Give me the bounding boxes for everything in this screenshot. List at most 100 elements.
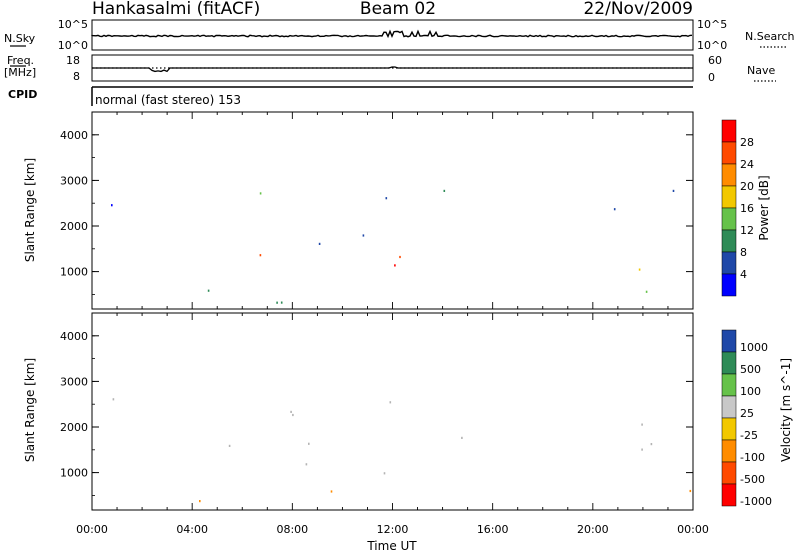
colorbar-tick-label: 20 [740,180,754,193]
y-tick-label: 1000 [60,266,88,279]
nsearch-label: N.Search [745,30,795,43]
y-tick-label: 1000 [60,467,88,480]
x-tick-label: 00:00 [76,523,108,536]
colorbar-tick-label: -1000 [740,495,772,508]
colorbar-segment [721,373,737,397]
x-tick-label: 12:00 [377,523,409,536]
freq-right-top-tick: 60 [708,54,722,67]
y-tick-label: 2000 [60,220,88,233]
scatter-cell [443,189,446,192]
scatter-cell [280,301,283,304]
colorbar-segment [721,417,737,441]
freq-top-tick: 18 [66,54,80,67]
scatter-cell [641,423,643,426]
colorbar-segment [721,141,737,165]
nsky-right-bottom-tick: 10^0 [697,39,727,52]
colorbar-segment [721,483,737,507]
scatter-cell [383,472,386,475]
colorbar-segment [721,461,737,485]
nsky-bottom-tick: 10^0 [58,39,88,52]
scatter-cell [308,442,310,445]
colorbar-segment [721,273,737,297]
colorbar-tick-label: 100 [740,385,761,398]
freq-bottom-tick: 8 [73,70,80,83]
nsky-right-top-tick: 10^5 [697,18,727,31]
colorbar-tick-label: 1000 [740,341,768,354]
cpid-mode-text: normal (fast stereo) 153 [95,93,241,107]
scatter-cell [672,189,675,192]
velocity-colorbar: 1000 500 100 25 -25 -100 -500 -1000 [721,329,772,508]
colorbar-segment [721,185,737,209]
scatter-cell [385,197,388,200]
nsky-trace [91,29,693,39]
x-axis: 00:00 04:00 08:00 12:00 16:00 20:00 00:00 [76,523,709,536]
colorbar-tick-label: 4 [740,268,747,281]
colorbar-tick-label: -25 [740,429,758,442]
scatter-cell [207,289,210,292]
scatter-cell [638,268,641,271]
scatter-cell [111,204,113,207]
colorbar-tick-label: -100 [740,451,765,464]
scatter-cell [399,255,401,259]
colorbar-tick-label: -500 [740,473,765,486]
y-tick-label: 4000 [60,330,88,343]
colorbar-segment [721,207,737,231]
x-tick-label: 16:00 [477,523,509,536]
freq-label-1: Freq. [7,54,34,67]
colorbar-tick-label: 12 [740,224,754,237]
scatter-cell [259,254,262,257]
nave-label: Nave [747,64,775,77]
colorbar-tick-label: 28 [740,136,754,149]
colorbar-tick-label: 25 [740,407,754,420]
scatter-cell [112,398,115,401]
scatter-cell [318,242,321,245]
velocity-axis: 1000 2000 3000 4000 [60,313,694,510]
station-title: Hankasalmi (fitACF) [92,0,260,19]
scatter-cell [461,436,463,439]
scatter-cell [228,444,231,447]
colorbar-segment [721,119,737,143]
colorbar-tick-label: 16 [740,202,754,215]
power-panel: 1000 2000 3000 4000 Slant Range [km] 28 24 20… [23,111,771,310]
velocity-colorbar-label: Velocity [m s^-1] [779,358,793,462]
scatter-cell [389,401,392,404]
colorbar-segment [721,229,737,253]
colorbar-tick-label: 500 [740,363,761,376]
velocity-frame [91,312,694,511]
date-title: 22/Nov/2009 [583,0,693,19]
y-tick-label: 2000 [60,421,88,434]
x-tick-label: 00:00 [677,523,709,536]
scatter-cell [613,208,616,211]
scatter-cell [689,489,692,493]
colorbar-segment [721,395,737,419]
x-axis-label: Time UT [366,539,417,553]
colorbar-segment [721,329,737,353]
colorbar-segment [721,351,737,375]
colorbar-segment [721,251,737,275]
y-tick-label: 3000 [60,174,88,187]
scatter-cell [199,500,201,503]
nsky-label: N.Sky [4,32,36,45]
colorbar-segment [721,163,737,187]
power-colorbar-label: Power [dB] [757,175,771,240]
velocity-data-layer [112,398,692,503]
freq-label-2: [MHz] [4,66,36,79]
colorbar-tick-label: 8 [740,246,747,259]
beam-title: Beam 02 [360,0,436,19]
scatter-cell [276,301,278,304]
nsky-top-tick: 10^5 [58,18,88,31]
power-ylabel: Slant Range [km] [23,158,37,262]
y-tick-label: 3000 [60,375,88,388]
power-colorbar: 28 24 20 16 12 8 4 [721,119,754,297]
scatter-cell [290,410,292,413]
scatter-cell [330,490,333,493]
freq-right-bottom-tick: 0 [708,71,715,84]
x-tick-label: 04:00 [176,523,208,536]
power-axis: 1000 2000 3000 4000 [60,112,694,309]
x-tick-label: 08:00 [276,523,308,536]
colorbar-segment [721,439,737,463]
scatter-cell [650,443,653,446]
scatter-cell [645,290,648,293]
scatter-cell [362,234,365,237]
velocity-ylabel: Slant Range [km] [23,358,37,462]
